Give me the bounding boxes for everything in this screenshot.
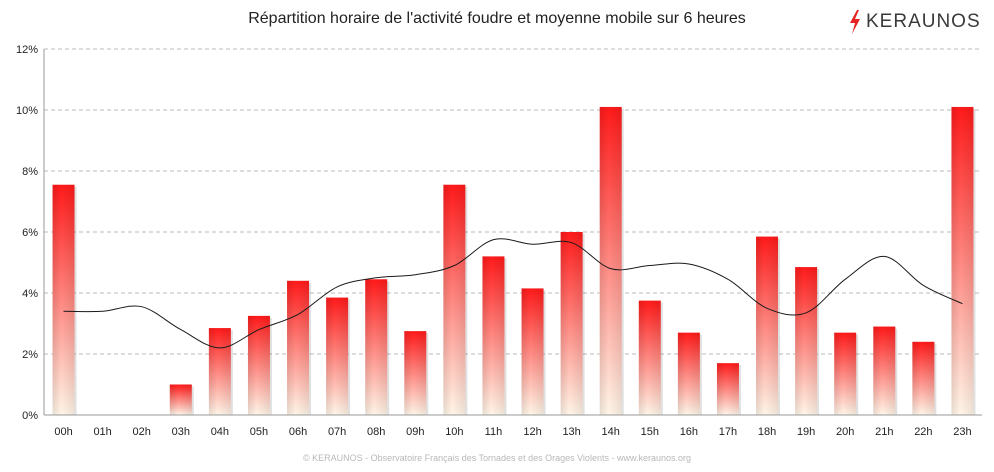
y-tick-label: 6%: [22, 227, 38, 239]
footer-credit: © KERAUNOS - Observatoire Français des T…: [303, 453, 691, 463]
x-tick-label: 19h: [797, 426, 815, 438]
y-tick-label: 8%: [22, 166, 38, 178]
chart-title: Répartition horaire de l'activité foudre…: [248, 10, 746, 27]
x-tick-label: 23h: [953, 426, 971, 438]
bar-shade-03h: [169, 384, 192, 415]
bar-shade-07h: [326, 297, 349, 415]
x-tick-label: 07h: [328, 426, 346, 438]
x-tick-label: 22h: [914, 426, 932, 438]
axes: [43, 49, 982, 416]
x-tick-label: 09h: [406, 426, 424, 438]
bar-shade-13h: [560, 232, 583, 415]
x-tick-label: 02h: [133, 426, 151, 438]
bar-shade-00h: [52, 184, 75, 415]
x-tick-label: 05h: [250, 426, 268, 438]
logo-text: KERAUNOS: [866, 11, 981, 32]
x-tick-label: 10h: [445, 426, 463, 438]
bar-shade-14h: [599, 106, 622, 415]
bar-shade-06h: [287, 280, 310, 415]
x-tick-label: 00h: [54, 426, 72, 438]
bar-shade-20h: [834, 332, 857, 415]
bar-shade-23h: [951, 106, 974, 415]
grid-lines: [44, 48, 982, 355]
x-tick-label: 13h: [562, 426, 580, 438]
moving-average-series: [63, 238, 963, 349]
bar-shade-12h: [521, 288, 544, 415]
bar-shade-16h: [677, 332, 700, 415]
lightning-bolt-icon: [850, 10, 860, 34]
moving-average-line: [63, 238, 963, 349]
keraunos-logo: KERAUNOS: [848, 9, 981, 35]
x-tick-label: 14h: [602, 426, 620, 438]
y-axis-tick-labels: 0% 2% 4% 6% 8% 10% 12%: [16, 44, 38, 422]
y-tick-label: 10%: [16, 105, 38, 117]
bar-shade-08h: [365, 279, 388, 415]
x-tick-label: 20h: [836, 426, 854, 438]
x-tick-label: 15h: [641, 426, 659, 438]
y-tick-label: 0%: [22, 410, 38, 422]
x-axis-tick-labels: 00h 01h 02h 03h 04h 05h 06h 07h 08h 09h 10h 11h 12h 1…: [54, 426, 971, 438]
x-tick-label: 18h: [758, 426, 776, 438]
y-tick-label: 2%: [22, 349, 38, 361]
y-tick-label: 4%: [22, 288, 38, 300]
x-tick-label: 16h: [680, 426, 698, 438]
bar-shade-17h: [716, 363, 739, 415]
bar-shade-05h: [247, 315, 270, 415]
x-tick-label: 04h: [211, 426, 229, 438]
bar-shade-15h: [638, 300, 661, 415]
x-tick-label: 03h: [172, 426, 190, 438]
bar-shade-18h: [756, 236, 779, 415]
bar-series: [52, 106, 976, 415]
bar-shade-09h: [404, 331, 427, 415]
y-tick-label: 12%: [16, 44, 38, 56]
x-tick-label: 06h: [289, 426, 307, 438]
bar-shade-10h: [443, 184, 466, 415]
bar-shade-04h: [208, 328, 231, 415]
x-tick-label: 17h: [719, 426, 737, 438]
x-tick-label: 21h: [875, 426, 893, 438]
x-tick-label: 08h: [367, 426, 385, 438]
bar-shade-22h: [912, 341, 935, 415]
x-tick-label: 12h: [523, 426, 541, 438]
x-tick-label: 01h: [93, 426, 111, 438]
bar-shade-19h: [795, 267, 818, 415]
bar-shade-21h: [873, 326, 896, 415]
bar-shade-11h: [482, 256, 505, 415]
x-tick-label: 11h: [485, 426, 503, 438]
